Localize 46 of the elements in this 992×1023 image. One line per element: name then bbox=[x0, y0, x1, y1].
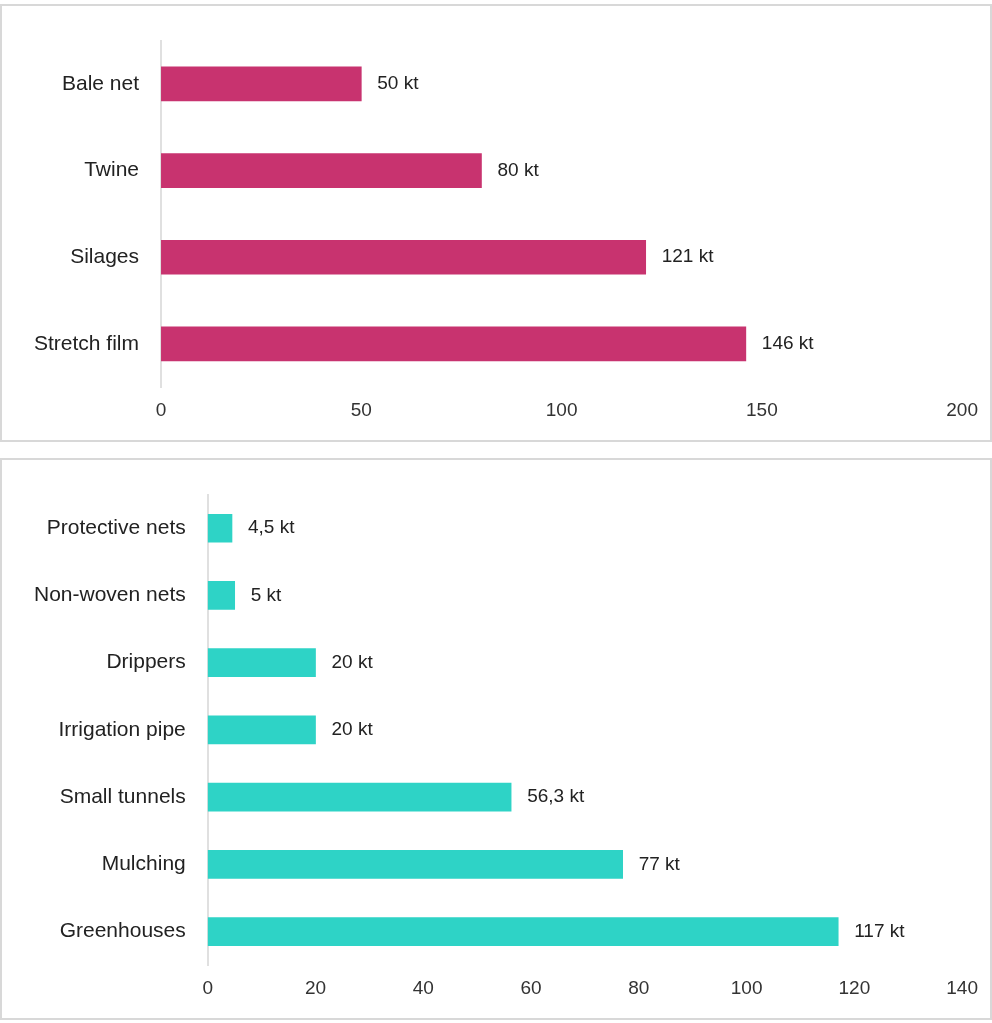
data-label: 117 kt bbox=[854, 919, 906, 941]
x-tick-label: 40 bbox=[412, 976, 434, 998]
data-label: 77 kt bbox=[638, 852, 681, 874]
x-tick-label: 80 bbox=[628, 976, 650, 998]
y-tick-label: Greenhouses bbox=[59, 918, 186, 942]
bar bbox=[207, 648, 316, 677]
x-tick-label: 100 bbox=[545, 398, 578, 420]
y-tick-label: Protective nets bbox=[46, 515, 186, 539]
bar bbox=[207, 715, 316, 745]
data-label: 56,3 kt bbox=[527, 785, 585, 807]
y-tick-label: Mulching bbox=[101, 851, 186, 875]
bar bbox=[207, 782, 512, 812]
x-tick-label: 20 bbox=[304, 976, 327, 998]
bar bbox=[207, 513, 233, 543]
x-tick-label: 120 bbox=[838, 976, 871, 998]
bar bbox=[161, 66, 362, 102]
bar bbox=[161, 326, 747, 362]
data-label: 20 kt bbox=[331, 718, 374, 740]
x-tick-label: 0 bbox=[202, 976, 214, 998]
data-label: 5 kt bbox=[250, 583, 283, 605]
x-tick-label: 50 bbox=[350, 398, 372, 420]
data-label: 4,5 kt bbox=[248, 516, 296, 538]
bar bbox=[207, 850, 623, 879]
y-tick-label: Irrigation pipe bbox=[58, 716, 186, 740]
data-label: 80 kt bbox=[497, 158, 540, 180]
bar bbox=[207, 581, 236, 610]
y-tick-label: Small tunnels bbox=[59, 783, 186, 807]
y-tick-label: Bale net bbox=[61, 70, 140, 94]
y-tick-label: Twine bbox=[84, 157, 140, 181]
x-tick-label: 0 bbox=[155, 398, 167, 420]
x-tick-label: 150 bbox=[746, 398, 778, 420]
x-tick-label: 100 bbox=[730, 976, 763, 998]
data-label: 121 kt bbox=[661, 245, 715, 267]
x-tick-label: 140 bbox=[946, 976, 978, 998]
x-tick-label: 60 bbox=[520, 976, 542, 998]
y-tick-label: Non-woven nets bbox=[34, 582, 186, 606]
bar bbox=[161, 239, 647, 275]
bar bbox=[207, 917, 839, 946]
y-tick-label: Stretch film bbox=[33, 330, 140, 354]
y-tick-label: Drippers bbox=[106, 649, 186, 673]
y-tick-label: Silages bbox=[70, 244, 140, 268]
data-label: 146 kt bbox=[761, 332, 815, 354]
data-label: 20 kt bbox=[331, 650, 374, 672]
x-tick-label: 200 bbox=[946, 398, 978, 420]
data-label: 50 kt bbox=[377, 72, 420, 94]
bar bbox=[161, 153, 482, 188]
